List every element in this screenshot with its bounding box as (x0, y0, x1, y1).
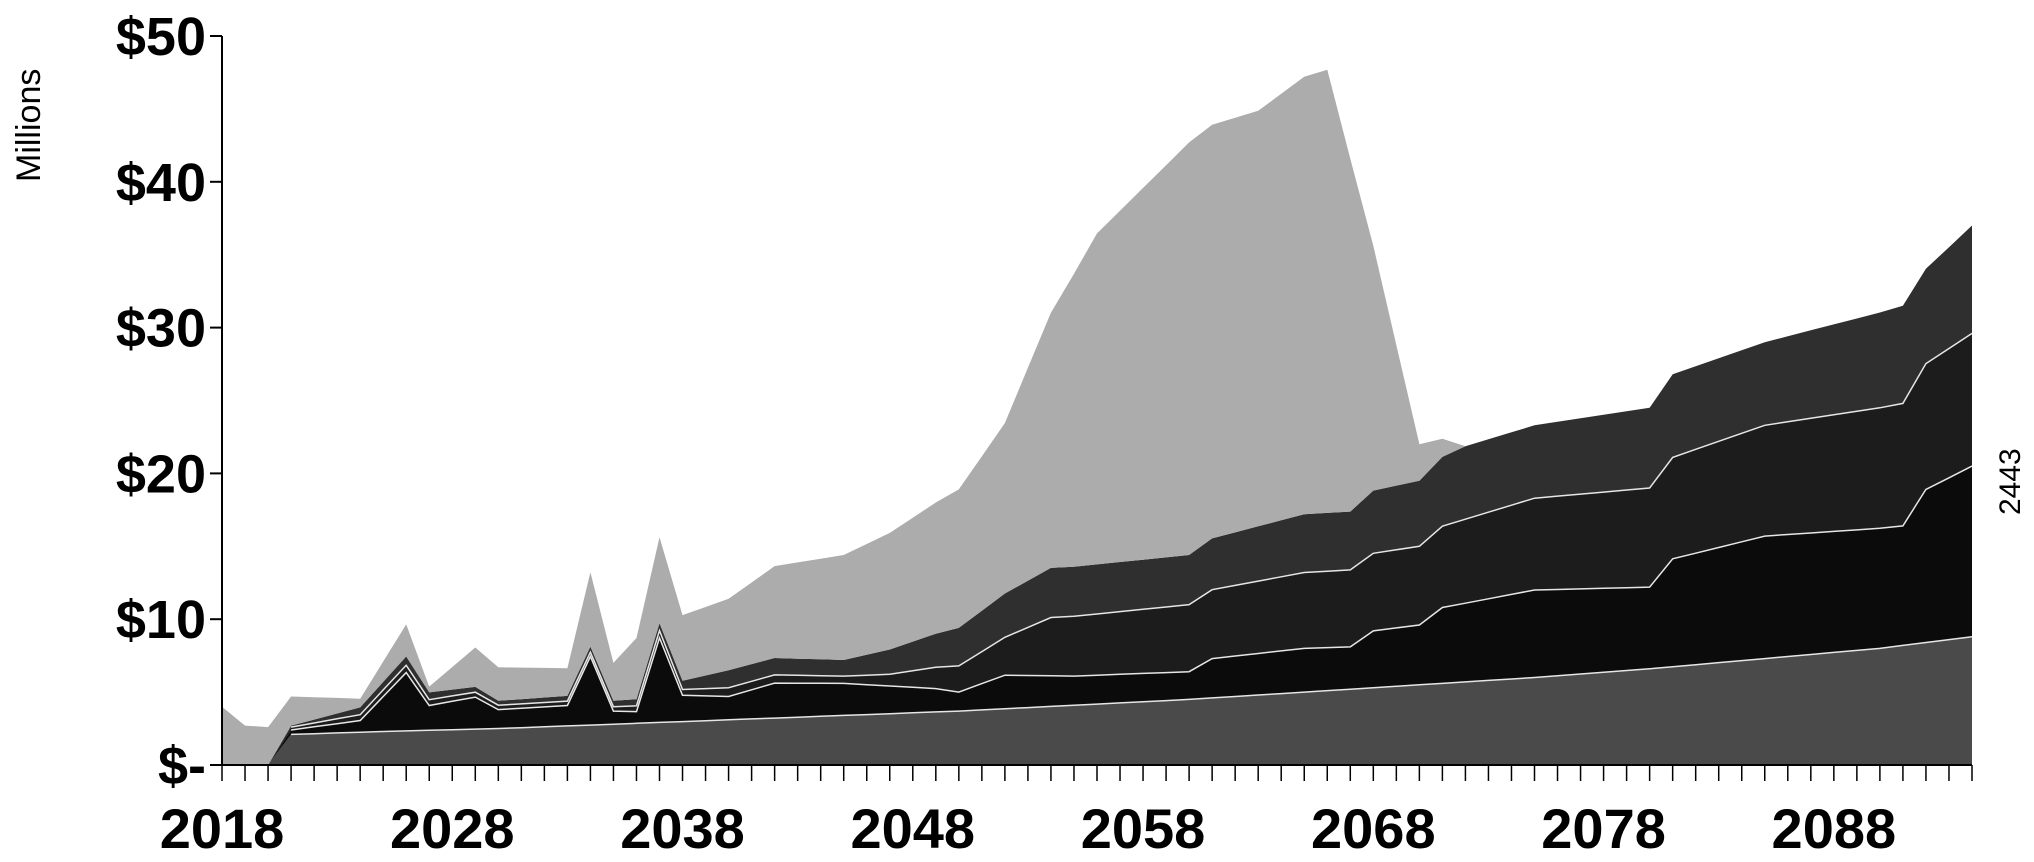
x-tick-label: 2038 (620, 797, 745, 860)
x-tick-label: 2078 (1541, 797, 1666, 860)
x-tick-label: 2028 (390, 797, 515, 860)
x-tick-marks (221, 765, 1973, 781)
x-tick-label: 2068 (1311, 797, 1436, 860)
y-tick-label: $10 (116, 590, 206, 650)
area-series-3 (222, 333, 1972, 765)
y-tick-label: $20 (116, 444, 206, 504)
x-tick-label: 2088 (1772, 797, 1897, 860)
series-boundary-line-2 (290, 465, 1973, 731)
area-series-1 (222, 636, 1972, 765)
y-tick-label: $40 (116, 153, 206, 213)
y-tick-label: $50 (116, 7, 206, 67)
series-boundary-lines (290, 332, 1973, 736)
y-tick-label: $- (158, 736, 206, 796)
area-series-2 (222, 466, 1972, 765)
area-series-group (222, 69, 1972, 765)
side-annotation: 2443 (1994, 448, 2027, 515)
x-tick-label: 2058 (1081, 797, 1206, 860)
series-boundary-line-1 (291, 635, 1973, 736)
y-tick-labels: $- $10 $20 $30 $40 $50 (116, 7, 206, 796)
x-tick-labels: 2018 2028 2038 2048 2058 2068 2078 2088 (160, 797, 1896, 860)
x-tick-label: 2048 (851, 797, 976, 860)
series-boundary-line-3 (290, 332, 1973, 728)
y-tick-marks (210, 35, 222, 766)
area-series-5 (222, 69, 1972, 765)
y-axis-title: Millions (10, 69, 48, 182)
y-tick-label: $30 (116, 299, 206, 359)
x-tick-label: 2018 (160, 797, 285, 860)
